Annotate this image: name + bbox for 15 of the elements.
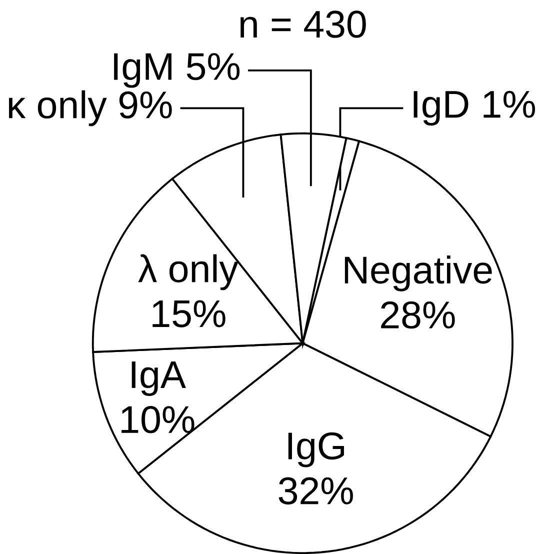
data-label: 15%	[152, 300, 226, 328]
data-label: 1%	[484, 90, 536, 118]
slice-label: IgM	[114, 53, 172, 88]
slice-label: λ only	[138, 254, 238, 290]
data-label: 28%	[381, 301, 455, 329]
slice-label: IgD	[414, 91, 468, 126]
data-label: 10%	[122, 406, 194, 434]
slice-label: Negative	[345, 255, 492, 292]
slice-label: IgA	[132, 362, 186, 396]
chart-title: n = 430	[240, 10, 366, 38]
data-label: 5%	[186, 53, 240, 80]
data-label: 9%	[120, 91, 172, 119]
data-label: 32%	[278, 477, 354, 504]
slice-label: κ only	[9, 90, 107, 126]
slice-label: IgG	[288, 432, 344, 468]
